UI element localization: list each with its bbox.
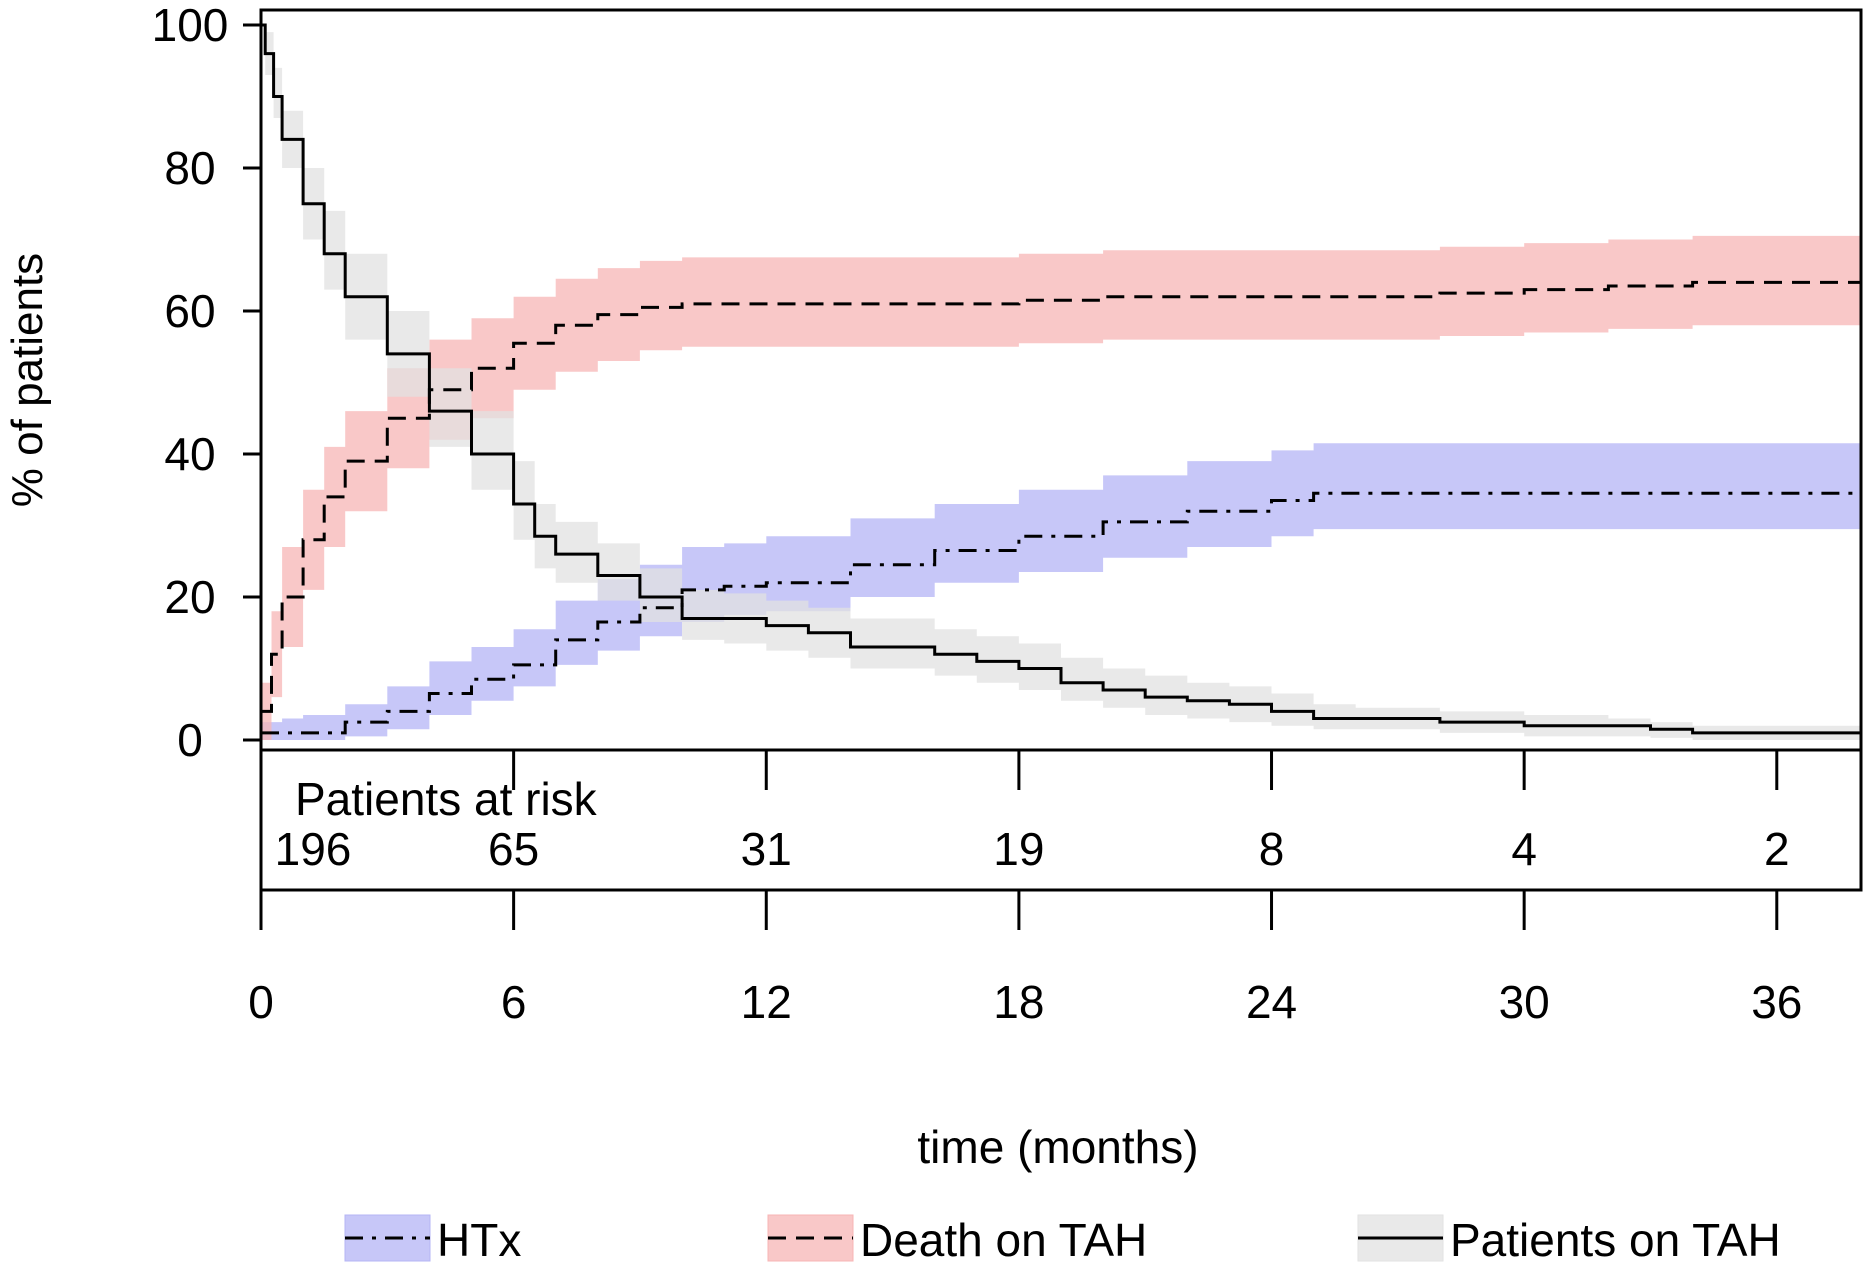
x-tick-label-0: 0: [248, 976, 274, 1028]
x-tick-label-12: 12: [741, 976, 792, 1028]
confidence-bands: [261, 25, 1861, 740]
x-tick-label-36: 36: [1751, 976, 1802, 1028]
x-tick-label-6: 6: [501, 976, 527, 1028]
risk-count-18: 19: [993, 823, 1044, 875]
y-tick-label-0: 0: [177, 714, 203, 766]
ci-band-death-on-tah: [261, 235, 1861, 740]
x-tick-label-30: 30: [1499, 976, 1550, 1028]
legend-label-death-on-tah: Death on TAH: [860, 1214, 1147, 1266]
y-tick-label-20: 20: [164, 571, 215, 623]
y-tick-label-100: 100: [152, 0, 229, 51]
y-axis-label: % of patients: [3, 253, 52, 507]
y-tick-label-80: 80: [164, 142, 215, 194]
x-tick-label-24: 24: [1246, 976, 1297, 1028]
legend-label-patients-on-tah: Patients on TAH: [1450, 1214, 1781, 1266]
risk-table-frame: [259, 748, 1863, 892]
x-axis: 0 6 12 18 24 30 36: [248, 750, 1802, 1028]
series-line-htx: [261, 491, 1861, 735]
y-tick-label-40: 40: [164, 428, 215, 480]
risk-count-6: 65: [488, 823, 539, 875]
ci-band-htx: [261, 443, 1861, 740]
risk-table-title: Patients at risk: [295, 773, 598, 825]
y-axis: 0 20 40 60 80 100: [152, 0, 263, 766]
legend: HTx Death on TAH Patients on TAH: [344, 1214, 1781, 1266]
legend-label-htx: HTx: [437, 1214, 521, 1266]
risk-count-30: 4: [1511, 823, 1537, 875]
x-tick-label-18: 18: [993, 976, 1044, 1028]
series-lines: [261, 23, 1861, 735]
series-line-patients-on-tah: [261, 23, 1861, 735]
x-axis-label: time (months): [917, 1121, 1198, 1173]
risk-count-24: 8: [1259, 823, 1285, 875]
risk-count-36: 2: [1764, 823, 1790, 875]
y-tick-label-60: 60: [164, 285, 215, 337]
series-line-death-on-tah: [261, 280, 1861, 713]
risk-count-0: 196: [275, 823, 352, 875]
risk-count-12: 31: [741, 823, 792, 875]
